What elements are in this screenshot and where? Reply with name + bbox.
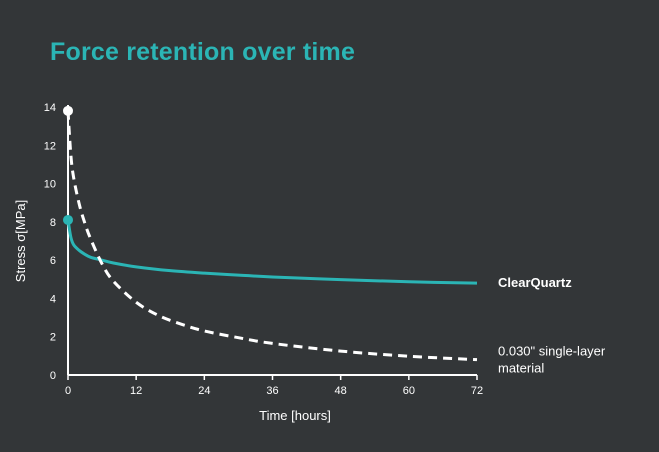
y-tick-label: 4 (50, 293, 56, 305)
x-axis-ticks: 0 12 24 36 48 60 72 (65, 375, 483, 397)
axes (67, 105, 477, 376)
x-tick-label: 48 (335, 385, 347, 397)
y-tick-label: 0 (50, 370, 56, 382)
series-start-point-clearquartz (63, 214, 73, 225)
chart-title: Force retention over time (50, 38, 356, 66)
y-axis-label: Stress σ[MPa] (13, 200, 28, 282)
series-lines (63, 105, 478, 362)
x-tick-label: 60 (403, 385, 415, 397)
y-tick-label: 12 (44, 140, 56, 152)
series-line-0-030-single-layer-material (66, 110, 478, 362)
x-tick-label: 0 (65, 385, 71, 397)
series-label-clearquartz: ClearQuartz (498, 275, 572, 290)
y-tick-label: 6 (50, 255, 56, 267)
x-tick-label: 72 (471, 385, 483, 397)
x-tick-label: 36 (266, 385, 278, 397)
y-tick-label: 10 (44, 179, 56, 191)
series-start-point-0-030-single-layer-material (63, 105, 73, 116)
series-label-0-030-single-layer-material: 0.030" single-layer (498, 344, 606, 359)
y-tick-label: 14 (44, 102, 56, 114)
x-axis-label: Time [hours] (259, 408, 331, 423)
x-tick-label: 12 (130, 385, 142, 397)
y-tick-label: 2 (50, 332, 56, 344)
series-line-clearquartz (66, 219, 478, 285)
y-tick-label: 8 (50, 217, 56, 229)
series-labels: ClearQuartz 0.030" single-layer material (498, 275, 606, 376)
y-axis-ticks: 0 2 4 6 8 10 12 14 (44, 102, 56, 382)
series-label-0-030-single-layer-material: material (498, 361, 544, 376)
x-tick-label: 24 (198, 385, 210, 397)
